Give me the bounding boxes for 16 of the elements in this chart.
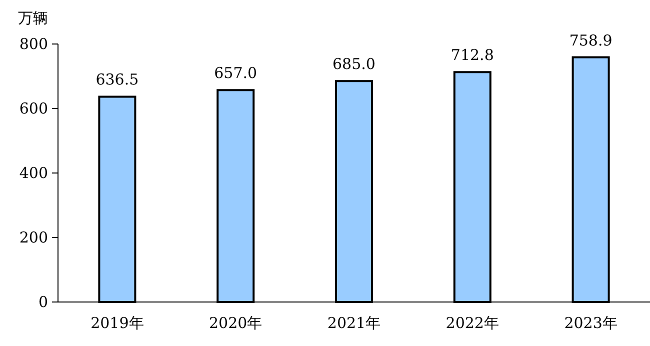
data-label: 636.5 xyxy=(96,70,139,89)
y-tick-label: 600 xyxy=(19,100,48,118)
x-tick-label: 2022年 xyxy=(446,314,499,332)
data-label: 758.9 xyxy=(569,31,612,50)
x-tick-label: 2019年 xyxy=(90,314,144,332)
data-label: 685.0 xyxy=(332,55,376,74)
y-tick-label: 0 xyxy=(38,293,48,311)
y-tick-label: 200 xyxy=(19,228,48,246)
x-tick-label: 2021年 xyxy=(327,314,381,332)
y-tick-label: 800 xyxy=(19,35,48,53)
x-tick-label: 2020年 xyxy=(209,314,262,332)
x-tick-label: 2023年 xyxy=(564,314,618,332)
data-label: 712.8 xyxy=(450,46,494,64)
data-label: 657.0 xyxy=(214,64,258,82)
y-axis-title: 万辆 xyxy=(18,9,48,27)
y-tick-label: 400 xyxy=(19,164,48,182)
